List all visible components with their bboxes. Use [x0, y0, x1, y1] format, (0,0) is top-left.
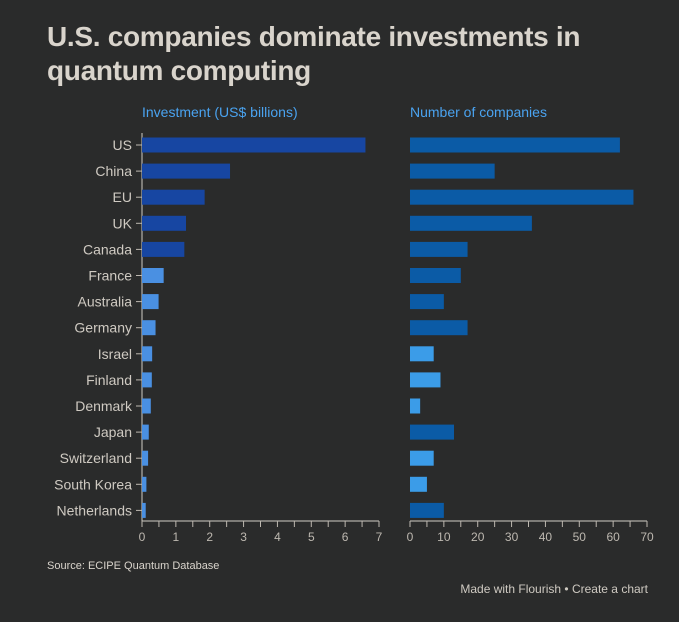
bar-eu: [410, 189, 634, 205]
category-label: US: [113, 137, 132, 153]
footer: Made with Flourish • Create a chart: [460, 582, 648, 596]
panel-title: Number of companies: [410, 104, 547, 120]
category-label: EU: [113, 189, 132, 205]
x-tick-label: 70: [640, 530, 654, 544]
category-label: UK: [113, 215, 133, 231]
x-tick-label: 0: [139, 530, 146, 544]
category-label: Switzerland: [60, 450, 132, 466]
bar-japan: [410, 424, 455, 440]
bar-canada: [142, 241, 185, 257]
bar-finland: [142, 372, 152, 388]
bar-uk: [410, 215, 532, 231]
bar-germany: [410, 320, 468, 336]
x-tick-label: 30: [505, 530, 519, 544]
x-tick-label: 7: [376, 530, 383, 544]
category-label: France: [88, 268, 132, 284]
bar-china: [410, 163, 495, 179]
bar-israel: [410, 346, 434, 362]
bar-denmark: [142, 398, 151, 414]
x-tick-label: 40: [539, 530, 553, 544]
bar-south-korea: [142, 476, 147, 492]
made-with-flourish-link[interactable]: Made with Flourish: [460, 582, 562, 596]
x-tick-label: 2: [206, 530, 213, 544]
bar-france: [410, 268, 461, 283]
x-tick-label: 20: [471, 530, 485, 544]
footer-separator: •: [564, 582, 569, 596]
category-label: Denmark: [75, 398, 133, 414]
category-label: Canada: [83, 241, 132, 257]
bar-japan: [142, 424, 149, 440]
x-tick-label: 4: [274, 530, 281, 544]
bar-netherlands: [142, 502, 146, 518]
bar-australia: [410, 294, 444, 310]
bar-us: [142, 137, 366, 153]
category-label: China: [95, 163, 132, 179]
category-label: Germany: [74, 320, 132, 336]
bar-canada: [410, 241, 468, 257]
x-tick-label: 3: [240, 530, 247, 544]
bar-netherlands: [410, 502, 444, 518]
bar-israel: [142, 346, 153, 362]
bar-denmark: [410, 398, 421, 414]
x-tick-label: 0: [407, 530, 414, 544]
bar-switzerland: [142, 450, 149, 466]
x-tick-label: 6: [342, 530, 349, 544]
category-label: Finland: [86, 372, 132, 388]
bar-france: [142, 268, 164, 283]
x-tick-label: 1: [173, 530, 180, 544]
bar-germany: [142, 320, 156, 336]
category-label: South Korea: [54, 476, 132, 492]
panel-title: Investment (US$ billions): [142, 104, 298, 120]
bar-australia: [142, 294, 159, 310]
category-label: Israel: [98, 346, 132, 362]
category-label: Japan: [94, 424, 132, 440]
bar-eu: [142, 189, 205, 205]
x-tick-label: 5: [308, 530, 315, 544]
bar-china: [142, 163, 231, 179]
create-chart-link[interactable]: Create a chart: [571, 582, 648, 596]
bar-switzerland: [410, 450, 434, 466]
source-note: Source: ECIPE Quantum Database: [47, 560, 220, 572]
x-tick-label: 60: [606, 530, 620, 544]
x-tick-label: 50: [573, 530, 587, 544]
bar-uk: [142, 215, 187, 231]
bar-us: [410, 137, 620, 153]
category-label: Netherlands: [57, 502, 133, 518]
category-label: Australia: [78, 294, 133, 310]
x-tick-label: 10: [437, 530, 451, 544]
chart-title: U.S. companies dominate investments in q…: [47, 21, 581, 86]
bar-finland: [410, 372, 441, 388]
bar-south-korea: [410, 476, 427, 492]
